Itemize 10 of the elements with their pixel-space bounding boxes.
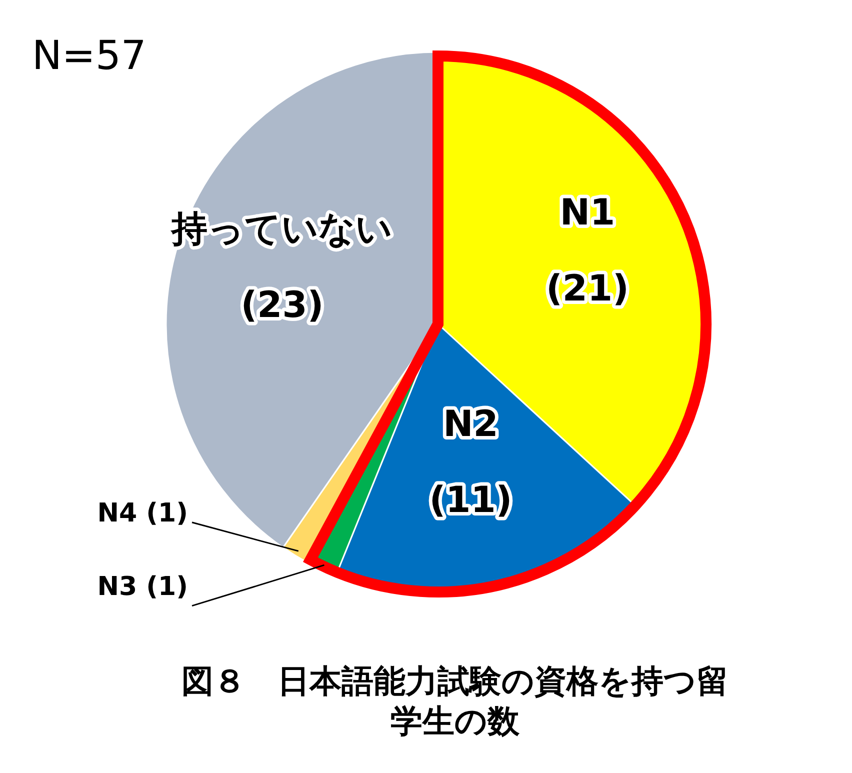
slice-label: N3 (1) — [97, 572, 188, 602]
slice-label: 持っていない — [170, 209, 393, 250]
slice-label: N4 (1) — [97, 498, 188, 529]
text: N=57 — [32, 32, 146, 79]
data-label: (23) — [240, 285, 324, 326]
slice-label: N2 — [443, 404, 498, 445]
slice-label: N1 — [560, 192, 616, 234]
title: 図８ 日本語能力試験の資格を持つ留学生の数 — [182, 662, 728, 740]
data-label: (11) — [429, 480, 512, 521]
data-label: (21) — [546, 268, 629, 310]
